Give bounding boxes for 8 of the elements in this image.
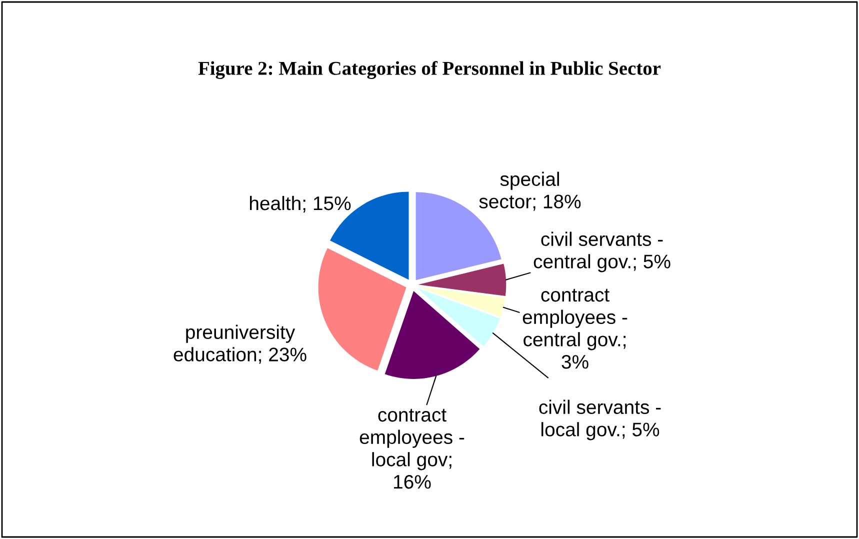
slice-label: civil servants - local gov.; 5%: [539, 400, 661, 440]
slice-label: special sector; 18%: [479, 172, 581, 211]
slice-label: civil servants - central gov.; 5%: [534, 232, 670, 272]
slice-label: contract employees - central gov.; 3%: [522, 288, 628, 369]
slice-label: preuniversity education; 23%: [174, 324, 306, 364]
slice-label: contract employees - local gov; 16%: [360, 408, 464, 489]
slice-label: health; 15%: [250, 196, 351, 213]
chart-title: Figure 2: Main Categories of Personnel in Public Sector: [198, 61, 661, 79]
